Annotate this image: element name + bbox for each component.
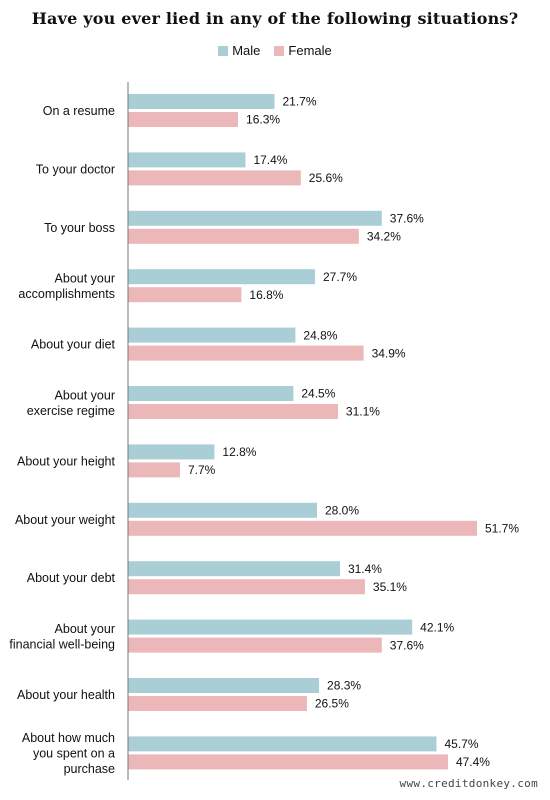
data-label-male: 31.4% (348, 562, 382, 576)
bar-female (128, 520, 477, 536)
category-label: About your accomplishments (18, 271, 115, 301)
category-label: About how much you spent on a purchase (22, 731, 115, 776)
category-label: About your financial well-being (9, 622, 115, 652)
category-label-line: On a resume (43, 104, 115, 118)
data-label-female: 35.1% (373, 580, 407, 594)
data-label-female: 16.3% (246, 113, 280, 127)
category-label-line: About your health (17, 688, 115, 702)
category-label: To your boss (44, 221, 115, 235)
data-label-male: 28.0% (325, 504, 359, 518)
bar-female (128, 579, 365, 595)
category-label-line: you spent on a (33, 746, 115, 760)
category-label: To your doctor (36, 162, 115, 176)
bar-male (128, 210, 382, 226)
category-label-line: About your diet (31, 338, 116, 352)
category-label: About your weight (15, 513, 116, 527)
data-label-female: 25.6% (309, 171, 343, 185)
category-label: About your height (17, 454, 116, 468)
data-label-male: 45.7% (444, 737, 478, 751)
category-label-line: About your (55, 388, 115, 402)
legend-swatch-male (218, 45, 229, 56)
category-label-line: About your (55, 622, 115, 636)
category-label: About your exercise regime (27, 388, 115, 418)
data-label-male: 12.8% (222, 445, 256, 459)
bar-female (128, 287, 242, 303)
data-label-female: 7.7% (188, 463, 216, 477)
legend-item-male: Male (218, 43, 260, 58)
legend-label-female: Female (288, 43, 332, 58)
category-label-line: purchase (64, 762, 115, 776)
category-label-line: accomplishments (18, 287, 115, 301)
category-label: About your health (17, 688, 115, 702)
category-label: About your diet (31, 338, 116, 352)
legend: Male Female (0, 43, 550, 58)
category-label-line: financial well-being (9, 637, 115, 651)
data-label-female: 34.2% (367, 230, 401, 244)
category-label-line: About how much (22, 731, 115, 745)
bar-male (128, 444, 215, 460)
category-label-line: About your weight (15, 513, 116, 527)
data-label-female: 47.4% (456, 755, 490, 769)
data-label-female: 16.8% (249, 288, 283, 302)
bar-male (128, 94, 275, 109)
legend-label-male: Male (232, 43, 261, 58)
bar-male (128, 619, 413, 635)
data-label-male: 24.5% (301, 387, 335, 401)
bar-male (128, 269, 315, 285)
category-label-line: About your height (17, 454, 116, 468)
bar-male (128, 736, 437, 752)
bar-female (128, 637, 382, 653)
category-label-line: About your (55, 271, 115, 285)
data-label-male: 21.7% (282, 95, 316, 109)
bar-female (128, 404, 338, 419)
data-label-male: 37.6% (390, 212, 424, 226)
data-label-male: 28.3% (327, 679, 361, 693)
data-label-female: 51.7% (485, 522, 519, 536)
category-label-line: To your boss (44, 221, 115, 235)
bar-female (128, 170, 301, 186)
bar-male (128, 502, 317, 518)
data-label-female: 34.9% (372, 346, 406, 360)
category-label-line: exercise regime (27, 404, 115, 418)
data-label-male: 24.8% (303, 328, 337, 342)
legend-item-female: Female (274, 43, 332, 58)
bar-male (128, 327, 296, 343)
bar-male (128, 678, 320, 693)
category-label: About your debt (27, 571, 116, 585)
data-label-female: 26.5% (315, 697, 349, 711)
category-label: On a resume (43, 104, 115, 118)
data-label-female: 31.1% (346, 405, 380, 419)
data-label-female: 37.6% (390, 638, 424, 652)
bar-female (128, 228, 359, 244)
bar-female (128, 345, 364, 361)
data-label-male: 27.7% (323, 270, 357, 284)
data-label-male: 42.1% (420, 620, 454, 634)
category-label-line: To your doctor (36, 162, 115, 176)
bar-male (128, 386, 294, 401)
bar-female (128, 754, 448, 770)
chart-title: Have you ever lied in any of the followi… (31, 9, 519, 28)
bar-male (128, 152, 246, 168)
data-label-male: 17.4% (253, 153, 287, 167)
bar-male (128, 561, 340, 577)
bar-female (128, 696, 307, 711)
category-label-line: About your debt (27, 571, 116, 585)
bar-female (128, 112, 239, 127)
legend-swatch-female (274, 45, 285, 56)
bar-female (128, 462, 180, 478)
source-credit: www.creditdonkey.com (399, 777, 538, 790)
